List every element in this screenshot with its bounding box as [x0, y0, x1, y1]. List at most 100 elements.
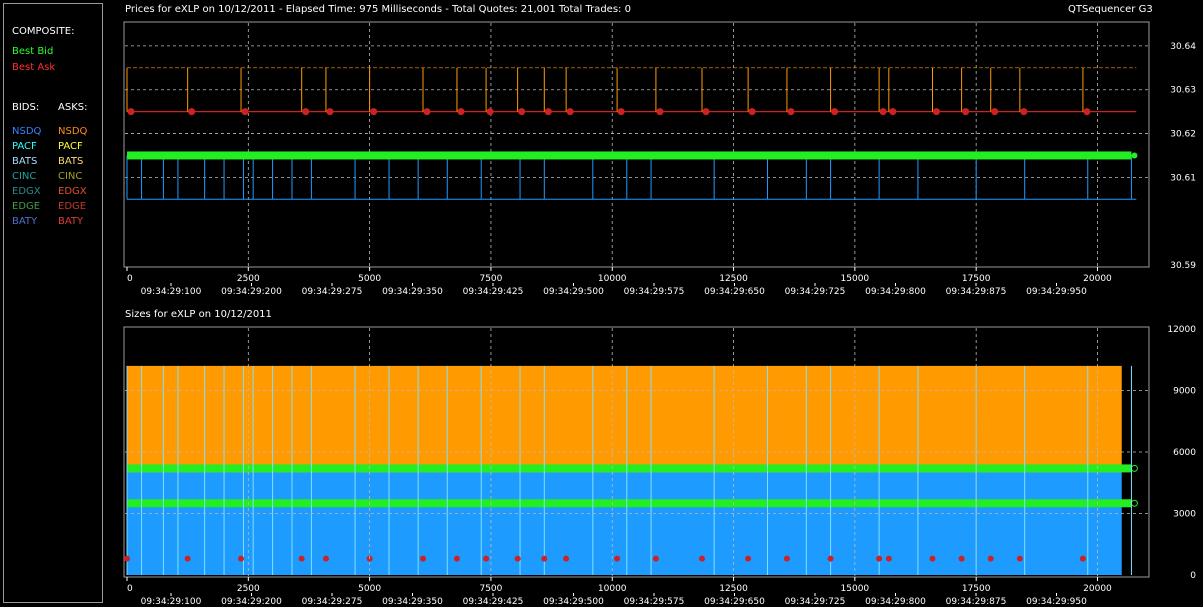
legend-ask-exchange: EDGX [58, 186, 87, 197]
time-tick-label: 09:34:29:575 [624, 287, 685, 297]
trade-size-marker [652, 555, 659, 562]
legend-exchange-row: CINC CINC [4, 171, 104, 186]
time-tick-label: 09:34:29:650 [704, 287, 765, 297]
time-tick-label: 09:34:29:350 [382, 287, 443, 297]
time-tick-label: 09:34:29:500 [543, 597, 604, 607]
y-tick-label: 30.61 [1170, 173, 1196, 183]
x-tick-label: 0 [127, 274, 133, 284]
time-tick-label: 09:34:29:725 [785, 287, 846, 297]
trade-size-marker [541, 555, 548, 562]
time-tick-label: 09:34:29:875 [946, 287, 1007, 297]
x-tick-label: 7500 [479, 274, 502, 284]
legend-best-bid: Best Bid [12, 46, 54, 57]
time-tick-label: 09:34:29:875 [946, 597, 1007, 607]
ask-quote-marker [127, 108, 135, 116]
ask-quote-marker [962, 108, 970, 116]
trade-size-marker [614, 555, 621, 562]
legend-ask-exchange: PACF [58, 141, 83, 152]
best-bid-size-band [127, 499, 1132, 508]
trade-size-marker [783, 555, 790, 562]
ask-quote-marker [1083, 108, 1091, 116]
legend-panel: COMPOSITE: Best Bid Best Ask BIDS: ASKS:… [3, 3, 103, 603]
trade-size-marker [483, 555, 490, 562]
y-tick-label: 30.63 [1170, 86, 1196, 96]
x-tick-label: 17500 [962, 584, 991, 594]
y-tick-label: 12000 [1167, 325, 1196, 335]
trade-size-marker [298, 555, 305, 562]
sizes-chart: 0 2500 5000 7500 10000 12500 15000 17500 2000009… [123, 325, 1196, 607]
x-tick-label: 10000 [598, 584, 627, 594]
ask-quote-marker [879, 108, 887, 116]
trade-size-marker [699, 555, 706, 562]
time-tick-label: 09:34:29:800 [865, 287, 926, 297]
ask-quote-marker [889, 108, 897, 116]
legend-ask-exchange: BATY [58, 216, 84, 227]
trade-size-marker [958, 555, 965, 562]
legend-ask-exchange: NSDQ [58, 126, 88, 137]
legend-exchange-row: EDGE EDGE [4, 201, 104, 216]
ask-quote-marker [617, 108, 625, 116]
trade-size-marker [745, 555, 752, 562]
ask-quote-marker [656, 108, 664, 116]
ask-quote-marker [991, 108, 999, 116]
trade-size-marker [876, 555, 883, 562]
legend-bid-exchange: CINC [12, 171, 37, 182]
trade-size-marker [563, 555, 570, 562]
best-bid-band [127, 151, 1132, 160]
y-tick-label: 30.62 [1170, 130, 1196, 140]
legend-title: COMPOSITE: [12, 26, 75, 37]
trade-size-marker [238, 555, 245, 562]
ask-quote-marker [702, 108, 710, 116]
time-tick-label: 09:34:29:725 [785, 597, 846, 607]
x-tick-label: 2500 [237, 274, 260, 284]
legend-bids-header: BIDS: [12, 102, 40, 113]
plot-frame [123, 21, 1150, 268]
x-tick-label: 15000 [841, 274, 870, 284]
y-tick-label: 0 [1190, 571, 1196, 581]
ask-quote-marker [188, 108, 196, 116]
x-tick-label: 5000 [358, 584, 381, 594]
time-tick-label: 09:34:29:500 [543, 287, 604, 297]
bid-size-area [127, 472, 1122, 575]
time-tick-label: 09:34:29:100 [141, 597, 202, 607]
x-tick-label: 12500 [719, 274, 748, 284]
legend-exchange-row: PACF PACF [4, 141, 104, 156]
ask-quote-marker [748, 108, 756, 116]
time-tick-label: 09:34:29:275 [302, 597, 363, 607]
ask-quote-marker [544, 108, 552, 116]
ask-quote-marker [831, 108, 839, 116]
legend-bid-exchange: BATS [12, 156, 38, 167]
x-tick-label: 0 [127, 584, 133, 594]
x-tick-label: 12500 [719, 584, 748, 594]
y-tick-label: 9000 [1173, 387, 1196, 397]
ask-quote-marker [486, 108, 494, 116]
trade-size-marker [929, 555, 936, 562]
time-tick-label: 09:34:29:575 [624, 597, 685, 607]
trade-size-marker [184, 555, 191, 562]
legend-exchange-row: EDGX EDGX [4, 186, 104, 201]
ask-quote-marker [241, 108, 249, 116]
x-tick-label: 10000 [598, 274, 627, 284]
time-tick-label: 09:34:29:200 [221, 597, 282, 607]
time-tick-label: 09:34:29:200 [221, 287, 282, 297]
prices-chart: 0 2500 5000 7500 10000 12500 15000 17500 20000 09… [123, 21, 1196, 297]
trade-size-marker [885, 555, 892, 562]
ask-quote-marker [370, 108, 378, 116]
trade-size-marker [827, 555, 834, 562]
trade-size-marker [987, 555, 994, 562]
ask-quote-marker [787, 108, 795, 116]
x-tick-label: 20000 [1083, 584, 1112, 594]
best-bid-end-marker [1131, 152, 1138, 159]
x-tick-label: 2500 [237, 584, 260, 594]
trade-size-marker [514, 555, 521, 562]
ask-quote-marker [518, 108, 526, 116]
x-tick-label: 20000 [1083, 274, 1112, 284]
legend-ask-exchange: BATS [58, 156, 84, 167]
legend-best-ask: Best Ask [12, 62, 56, 73]
legend-bid-exchange: BATY [12, 216, 38, 227]
time-tick-label: 09:34:29:425 [463, 597, 524, 607]
ask-quote-marker [1020, 108, 1028, 116]
ask-quote-marker [566, 108, 574, 116]
ask-quote-marker [932, 108, 940, 116]
